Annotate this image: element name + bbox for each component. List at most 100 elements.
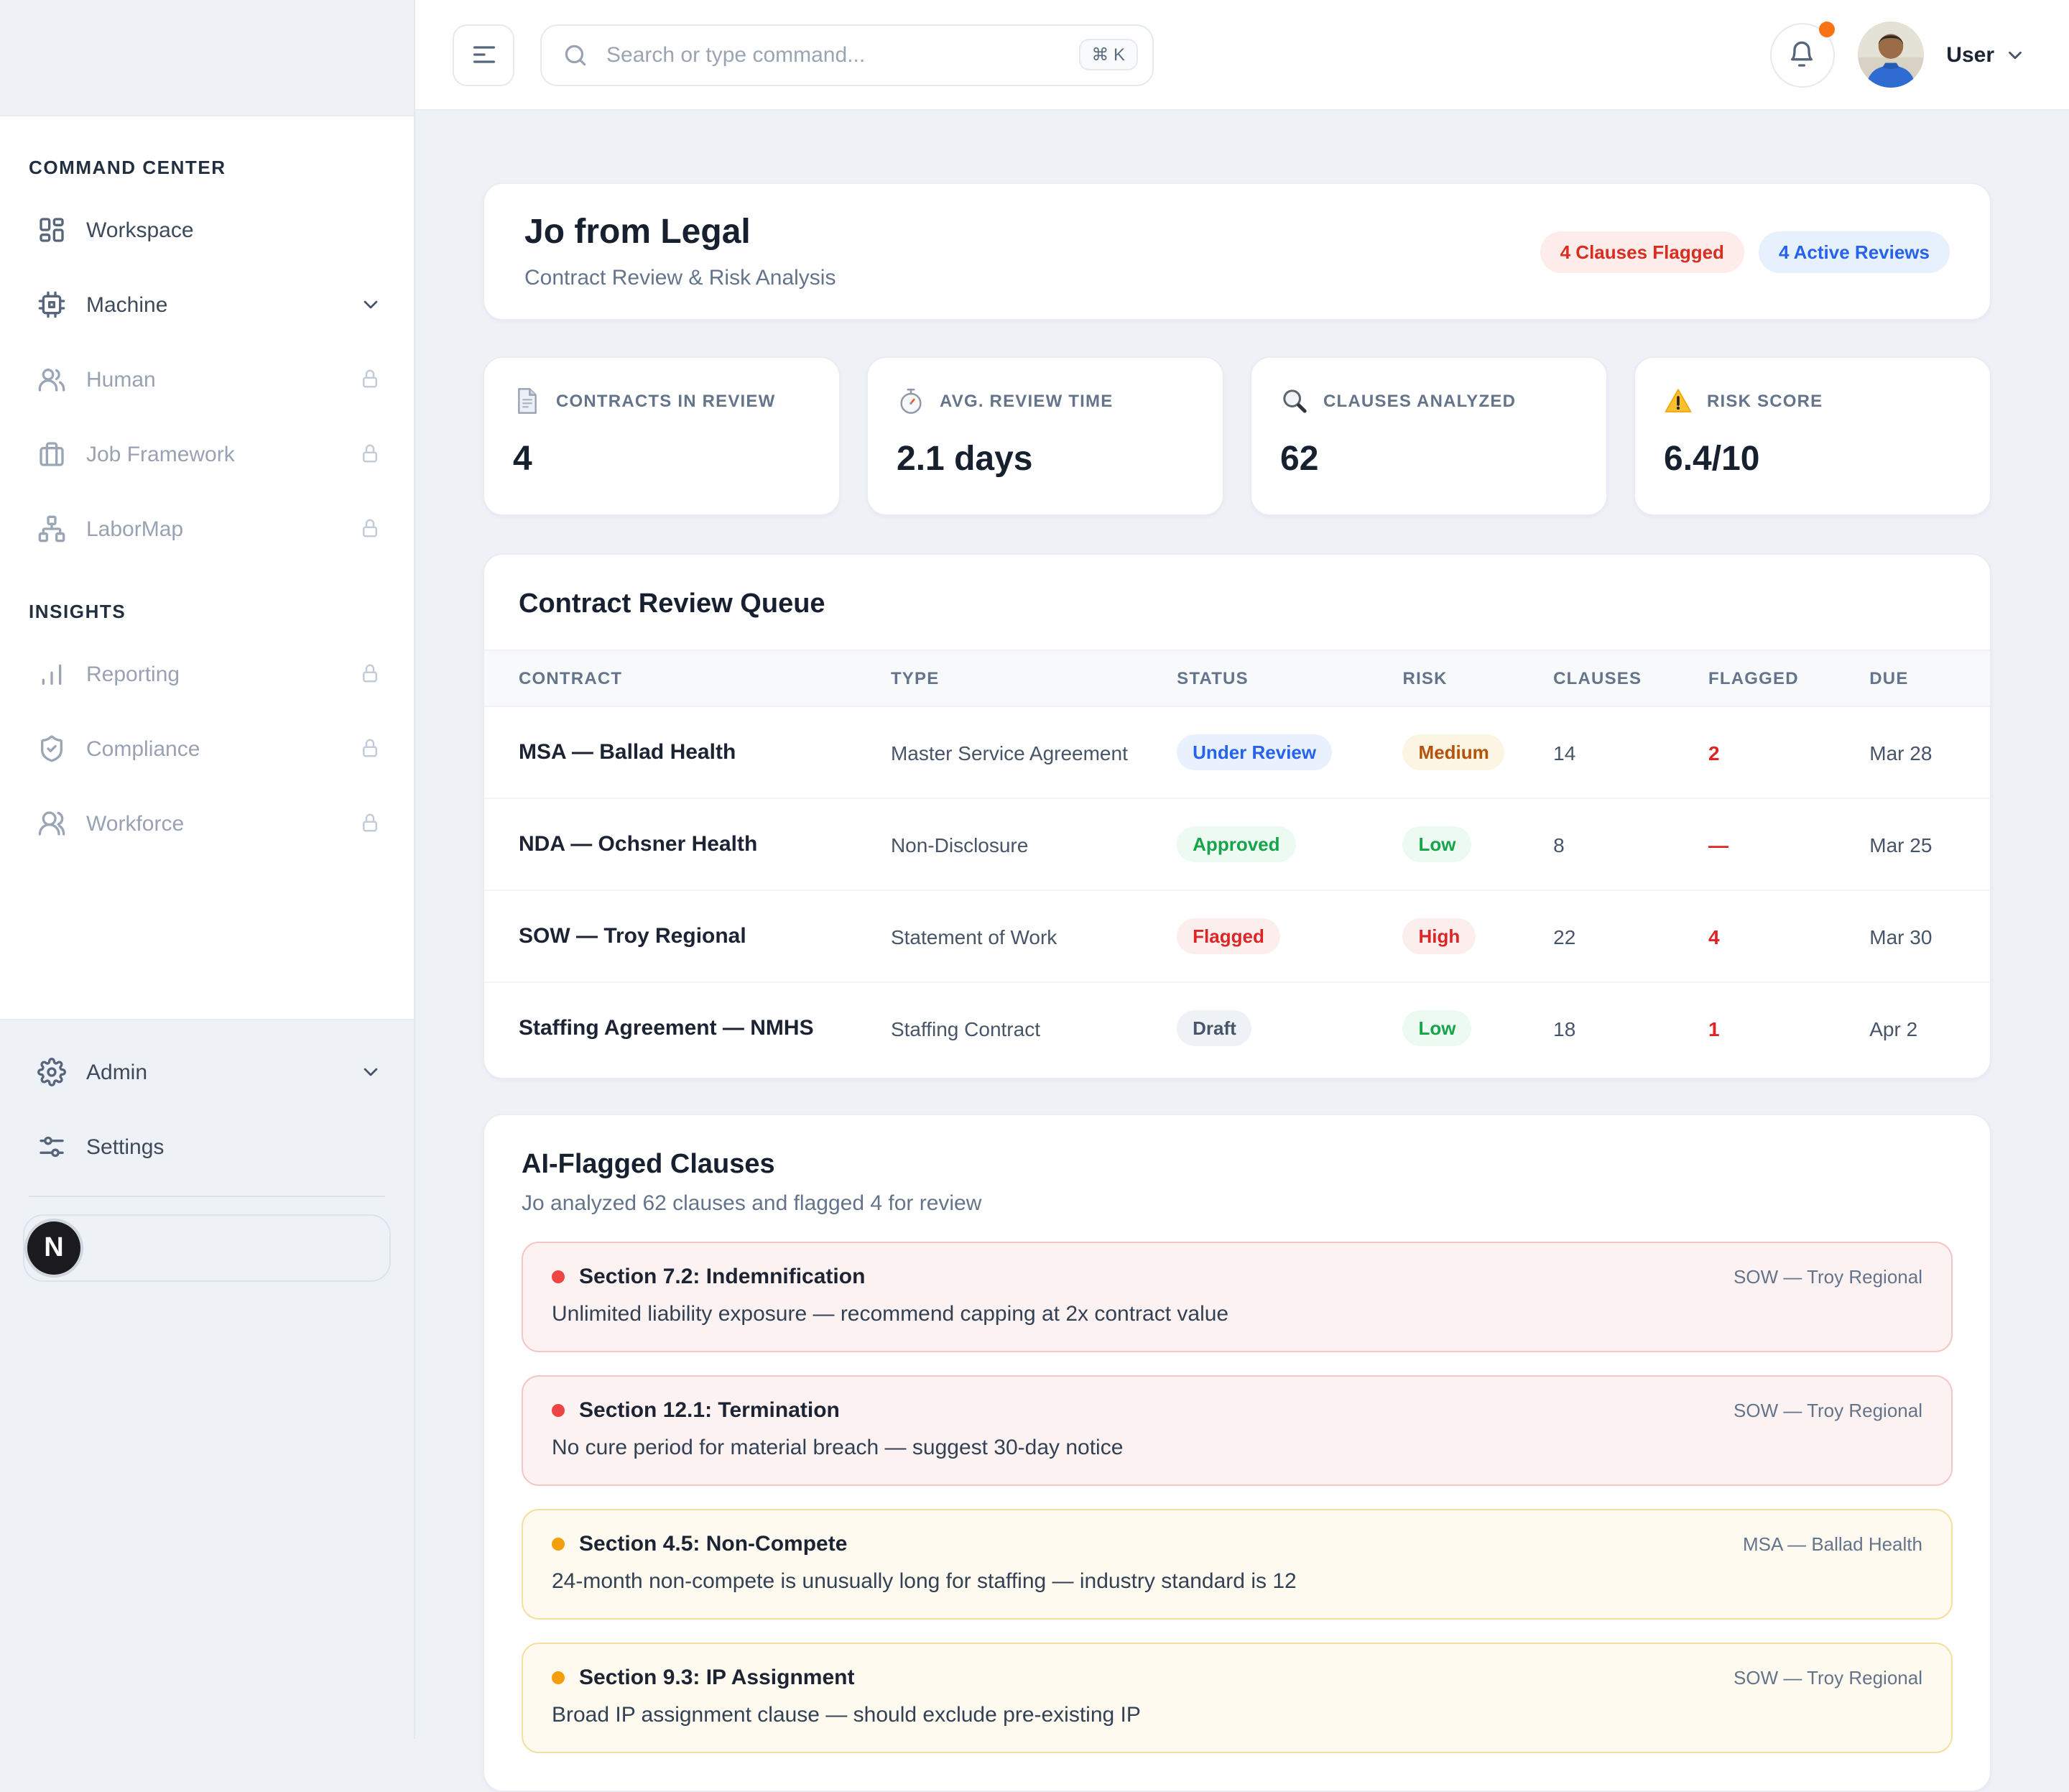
search-box[interactable]: ⌘ K [540,24,1154,86]
sidebar-footer: Admin Settings N [0,1035,414,1282]
flagged-clause-item[interactable]: Section 4.5: Non-Compete MSA — Ballad He… [522,1509,1953,1620]
flagged-clause-item[interactable]: Section 12.1: Termination SOW — Troy Reg… [522,1375,1953,1486]
search-input[interactable] [603,41,1079,68]
clause-source: SOW — Troy Regional [1734,1266,1922,1288]
clause-title: Section 4.5: Non-Compete [579,1532,848,1556]
search-icon [562,41,589,68]
sidebar-item-job-framework[interactable]: Job Framework [17,417,397,491]
sidebar-item-label: Job Framework [86,442,235,466]
contract-type: Staffing Contract [890,1017,1040,1040]
active-reviews-badge: 4 Active Reviews [1758,231,1950,272]
chevron-down-icon [359,1061,382,1084]
sidebar-item-labormap[interactable]: LaborMap [17,491,397,566]
flagged-clause-item[interactable]: Section 7.2: Indemnification SOW — Troy … [522,1242,1953,1352]
flagged-title: AI-Flagged Clauses [522,1150,775,1180]
column-header-risk: RISK [1402,650,1554,707]
sidebar-item-machine[interactable]: Machine [17,267,397,342]
page-subtitle: Contract Review & Risk Analysis [524,266,836,290]
clauses-count: 22 [1553,890,1708,983]
clause-description: Broad IP assignment clause — should excl… [552,1703,1141,1727]
clause-description: 24-month non-compete is unusually long f… [552,1569,1297,1594]
sidebar-toggle-button[interactable] [453,24,514,86]
bar-chart-icon [37,660,66,688]
agent-header-card: Jo from Legal Contract Review & Risk Ana… [483,183,1991,320]
lock-icon [359,517,382,540]
flagged-clause-item[interactable]: Section 9.3: IP Assignment SOW — Troy Re… [522,1643,1953,1753]
sidebar-item-compliance[interactable]: Compliance [17,711,397,786]
users-icon [37,365,66,394]
flagged-count: 1 [1708,1017,1720,1040]
user-label: User [1946,42,1994,67]
contract-name: NDA — Ochsner Health [484,798,891,891]
user-menu[interactable]: User [1946,42,2026,67]
column-header-status: STATUS [1177,650,1403,707]
sidebar-item-settings[interactable]: Settings [17,1109,397,1184]
people-icon [37,809,66,838]
sidebar-item-label: Workspace [86,218,194,242]
clause-description: No cure period for material breach — sug… [552,1436,1124,1460]
sidebar-item-human[interactable]: Human [17,342,397,417]
table-row[interactable]: SOW — Troy Regional Statement of Work Fl… [484,890,1990,983]
clause-source: SOW — Troy Regional [1734,1667,1922,1689]
warning-icon [1664,387,1693,415]
gear-icon [37,1058,66,1086]
column-header-flagged: FLAGGED [1708,650,1870,707]
severity-dot-icon [552,1404,565,1417]
table-row[interactable]: Staffing Agreement — NMHS Staffing Contr… [484,982,1990,1078]
lock-icon [359,662,382,685]
contract-type: Master Service Agreement [890,706,1177,799]
status-badge: Draft [1177,1010,1252,1046]
contract-type: Non-Disclosure [890,798,1177,891]
sidebar: COMMAND CENTER Workspace Machine [0,0,415,1739]
flagged-subtitle: Jo analyzed 62 clauses and flagged 4 for… [522,1191,982,1216]
sidebar-nav-panel: COMMAND CENTER Workspace Machine [0,115,414,1020]
due-date: Apr 2 [1869,1017,1918,1040]
clause-description: Unlimited liability exposure — recommend… [552,1302,1229,1326]
sidebar-item-label: Machine [86,292,168,317]
due-date: Mar 25 [1869,798,1990,891]
severity-dot-icon [552,1270,565,1283]
sidebar-item-admin[interactable]: Admin [17,1035,397,1109]
risk-badge: Low [1402,826,1472,862]
stat-value: 4 [513,440,532,479]
column-header-type: TYPE [890,650,1177,707]
keyboard-shortcut-badge: ⌘ K [1078,39,1138,70]
stat-label: RISK SCORE [1707,391,1823,411]
table-row[interactable]: NDA — Ochsner Health Non-Disclosure Appr… [484,798,1990,891]
clause-title: Section 7.2: Indemnification [579,1265,866,1289]
clauses-flagged-badge: 4 Clauses Flagged [1540,231,1744,272]
column-header-due: DUE [1869,650,1990,707]
avatar[interactable] [1857,22,1924,88]
sidebar-item-workspace[interactable]: Workspace [17,193,397,267]
sidebar-item-label: LaborMap [86,517,184,541]
sidebar-item-label: Admin [86,1060,148,1084]
contract-queue-table: CONTRACT TYPE STATUS RISK CLAUSES FLAGGE… [484,650,1990,1078]
lock-icon [359,443,382,466]
status-badge: Approved [1177,826,1296,862]
top-bar: ⌘ K User [415,0,2069,111]
org-network-icon [37,514,66,543]
sidebar-item-label: Settings [86,1135,165,1159]
due-date: Mar 28 [1869,706,1990,799]
queue-title: Contract Review Queue [519,589,825,619]
sidebar-divider [29,1196,385,1197]
stats-row: CONTRACTS IN REVIEW 4 AVG. REVIEW TIME 2… [483,356,1991,516]
sidebar-item-workforce[interactable]: Workforce [17,786,397,861]
status-badge: Flagged [1177,918,1280,954]
chevron-down-icon [2004,44,2026,65]
lock-icon [359,737,382,760]
cpu-chip-icon [37,290,66,319]
main-content: Jo from Legal Contract Review & Risk Ana… [415,111,2069,1792]
notifications-button[interactable] [1769,21,1835,87]
shield-check-icon [37,734,66,763]
stat-card-review-time: AVG. REVIEW TIME 2.1 days [866,356,1224,516]
sidebar-item-reporting[interactable]: Reporting [17,637,397,711]
clauses-count: 18 [1553,1017,1576,1040]
sidebar-item-label: Workforce [86,811,185,836]
stat-label: AVG. REVIEW TIME [940,391,1114,411]
sidebar-section-command-center: COMMAND CENTER [29,157,226,178]
table-row[interactable]: MSA — Ballad Health Master Service Agree… [484,706,1990,799]
stat-label: CLAUSES ANALYZED [1323,391,1517,411]
brand-pill[interactable]: N [23,1214,391,1282]
stat-value: 6.4/10 [1664,440,1760,479]
